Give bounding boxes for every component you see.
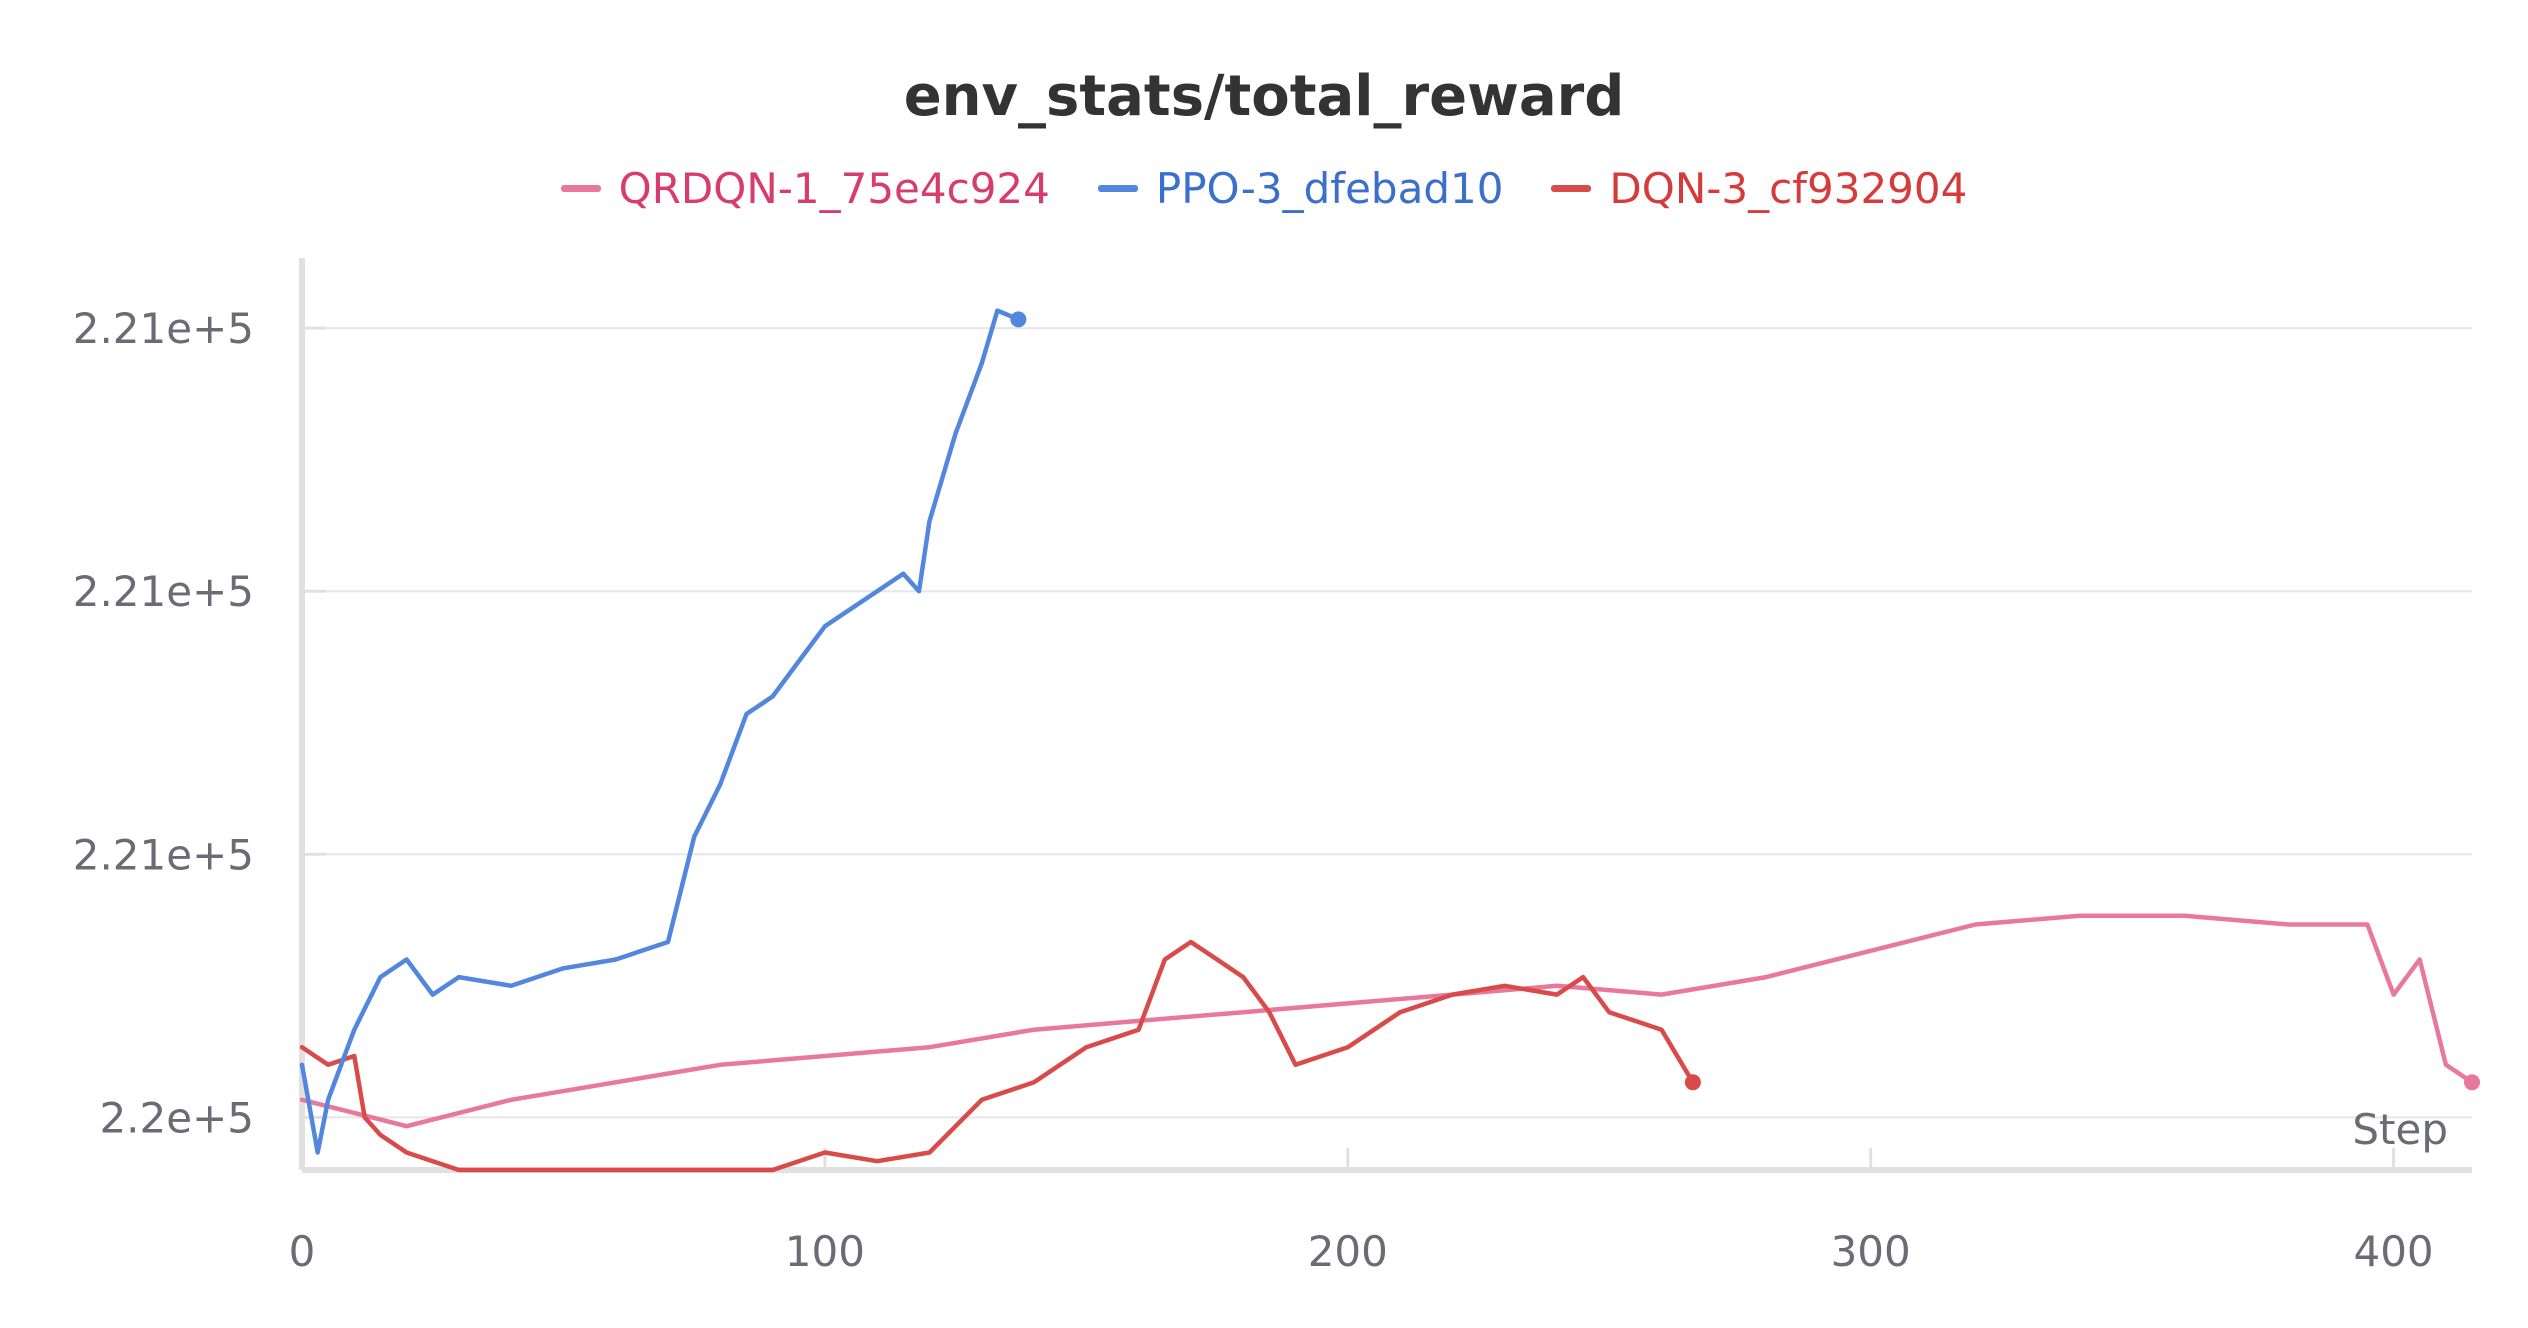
legend-label-ppo: PPO-3_dfebad10	[1155, 164, 1504, 213]
series-line-2	[299, 939, 1696, 1173]
x-tick-label: 0	[289, 1227, 316, 1276]
y-tick-label: 2.21e+5	[73, 830, 254, 879]
x-tick-label: 400	[2353, 1227, 2433, 1276]
legend-label-dqn: DQN-3_cf932904	[1609, 164, 1968, 213]
legend-item-dqn[interactable]: DQN-3_cf932904	[1551, 164, 1967, 213]
series-layer	[299, 308, 2480, 1173]
chart-title: env_stats/total_reward	[903, 64, 1625, 129]
legend-label-qrdqn: QRDQN-1_75e4c924	[618, 164, 1050, 213]
label-layer: 2.2e+5 2.21e+5 2.21e+5 2.21e+5 0 100 200 300 400…	[73, 304, 2448, 1276]
y-tick-label: 2.2e+5	[99, 1093, 254, 1142]
legend-swatch-qrdqn	[560, 185, 601, 192]
legend-item-ppo[interactable]: PPO-3_dfebad10	[1097, 164, 1504, 213]
x-axis-title: Step	[2352, 1105, 2448, 1154]
series-line-0	[299, 913, 2475, 1129]
series-end-marker-0	[2464, 1074, 2480, 1091]
grid-layer	[302, 327, 2472, 1119]
axis-layer	[299, 258, 2472, 1173]
y-tick-label: 2.21e+5	[73, 304, 254, 353]
series-end-marker-2	[1684, 1074, 1701, 1091]
legend-swatch-ppo	[1097, 185, 1138, 192]
x-tick-label: 100	[785, 1227, 865, 1276]
legend-item-qrdqn[interactable]: QRDQN-1_75e4c924	[560, 164, 1050, 213]
x-tick-label: 200	[1308, 1227, 1388, 1276]
series-end-marker-1	[1010, 311, 1027, 328]
legend-swatch-dqn	[1551, 185, 1592, 192]
series-line-1	[299, 308, 1021, 1155]
y-tick-label: 2.21e+5	[73, 567, 254, 616]
x-tick-label: 300	[1831, 1227, 1911, 1276]
legend: QRDQN-1_75e4c924 PPO-3_dfebad10 DQN-3_cf…	[0, 164, 2528, 213]
